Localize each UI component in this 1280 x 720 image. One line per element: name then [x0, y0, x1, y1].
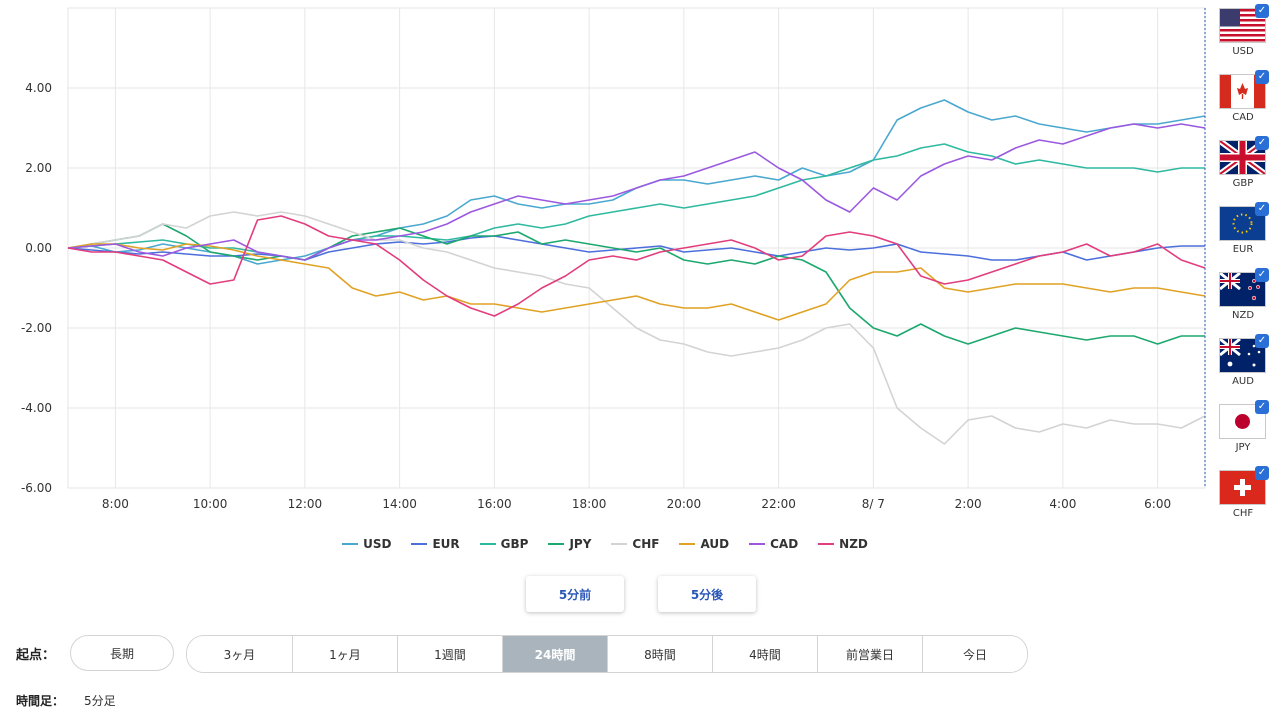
legend-item-nzd[interactable]: NZD — [818, 537, 868, 551]
y-tick-label: 0.00 — [25, 241, 52, 255]
x-tick-label: 4:00 — [1049, 497, 1076, 511]
currency-toggle-nzd[interactable]: ✓ NZD — [1214, 268, 1274, 336]
x-tick-label: 10:00 — [193, 497, 228, 511]
range-button-group: 3ヶ月 1ヶ月 1週間 24時間 8時間 4時間 前営業日 今日 — [186, 635, 1028, 673]
currency-selector: ✓ USD ✓ CAD ✓ GBP ✓ EUR ✓ NZD ✓ AUD ✓ JPY ✓ CHF — [1214, 4, 1274, 534]
y-axis-ticks: 4.00 2.00 0.00 -2.00 -4.00 -6.00 — [21, 81, 52, 495]
legend-label: NZD — [839, 537, 868, 551]
legend-item-aud[interactable]: AUD — [679, 537, 729, 551]
checkbox-checked-icon[interactable]: ✓ — [1255, 202, 1269, 216]
range-button[interactable]: 1ヶ月 — [292, 636, 397, 672]
series-line-jpy — [67, 223, 1205, 345]
legend-item-jpy[interactable]: JPY — [548, 537, 591, 551]
checkbox-checked-icon[interactable]: ✓ — [1255, 70, 1269, 84]
legend-label: EUR — [432, 537, 460, 551]
nz-flag-icon — [1219, 272, 1266, 307]
legend-swatch — [411, 543, 428, 545]
series-line-nzd — [67, 215, 1206, 317]
y-tick-label: 4.00 — [25, 81, 52, 95]
legend-item-cad[interactable]: CAD — [749, 537, 798, 551]
legend-swatch — [818, 543, 835, 545]
checkbox-checked-icon[interactable]: ✓ — [1255, 268, 1269, 282]
legend-item-gbp[interactable]: GBP — [479, 537, 529, 551]
x-tick-label: 16:00 — [477, 497, 512, 511]
legend-item-usd[interactable]: USD — [342, 537, 391, 551]
chart-legend: USD EUR GBP JPY CHF AUD CAD NZD — [0, 537, 1210, 551]
range-button[interactable]: 1週間 — [397, 636, 502, 672]
range-button[interactable]: 前営業日 — [817, 636, 922, 672]
checkbox-checked-icon[interactable]: ✓ — [1255, 466, 1269, 480]
legend-swatch — [749, 543, 766, 545]
series-line-usd — [67, 99, 1206, 265]
currency-label: AUD — [1232, 376, 1254, 387]
currency-label: NZD — [1231, 310, 1255, 321]
currency-label: USD — [1232, 46, 1254, 57]
legend-swatch — [679, 543, 696, 545]
x-axis-ticks: 8:00 10:00 12:00 14:00 16:00 18:00 20:00 22:00 8… — [102, 497, 1171, 511]
legend-label: USD — [363, 537, 392, 551]
currency-toggle-gbp[interactable]: ✓ GBP — [1214, 136, 1274, 204]
legend-swatch — [548, 543, 565, 545]
legend-label: CHF — [632, 537, 660, 551]
x-tick-label: 14:00 — [382, 497, 417, 511]
currency-toggle-chf[interactable]: ✓ CHF — [1214, 466, 1274, 534]
range-button[interactable]: 4時間 — [712, 636, 817, 672]
currency-toggle-usd[interactable]: ✓ USD — [1214, 4, 1274, 72]
currency-label: CAD — [1232, 112, 1254, 123]
timeframe-label: 時間足： — [16, 694, 65, 708]
currency-toggle-jpy[interactable]: ✓ JPY — [1214, 400, 1274, 468]
y-tick-label: -6.00 — [21, 481, 52, 495]
legend-swatch — [479, 543, 496, 545]
legend-item-eur[interactable]: EUR — [411, 537, 460, 551]
currency-toggle-aud[interactable]: ✓ AUD — [1214, 334, 1274, 402]
legend-label: JPY — [569, 537, 592, 551]
origin-label: 起点： — [16, 648, 56, 663]
x-tick-label: 20:00 — [667, 497, 702, 511]
gb-flag-icon — [1219, 140, 1266, 175]
chart-lines — [67, 99, 1206, 445]
series-line-cad — [67, 123, 1206, 261]
x-tick-label: 2:00 — [955, 497, 982, 511]
currency-toggle-eur[interactable]: ✓ EUR — [1214, 202, 1274, 270]
legend-item-chf[interactable]: CHF — [611, 537, 659, 551]
legend-label: AUD — [700, 537, 730, 551]
range-button[interactable]: 今日 — [922, 636, 1027, 672]
legend-label: CAD — [770, 537, 799, 551]
prev-5min-button[interactable]: 5分前 — [526, 576, 624, 612]
legend-swatch — [342, 543, 359, 545]
range-button[interactable]: 8時間 — [607, 636, 712, 672]
checkbox-checked-icon[interactable]: ✓ — [1255, 4, 1269, 18]
y-tick-label: 2.00 — [25, 161, 52, 175]
x-tick-label: 8:00 — [102, 497, 129, 511]
x-tick-label: 22:00 — [761, 497, 796, 511]
checkbox-checked-icon[interactable]: ✓ — [1255, 400, 1269, 414]
legend-label: GBP — [500, 537, 529, 551]
checkbox-checked-icon[interactable]: ✓ — [1255, 334, 1269, 348]
chart: 4.00 2.00 0.00 -2.00 -4.00 -6.00 8:00 10:00 12:… — [21, 7, 1206, 511]
currency-label: GBP — [1232, 178, 1254, 189]
x-tick-label: 18:00 — [572, 497, 607, 511]
eu-flag-icon — [1219, 206, 1266, 241]
currency-label: EUR — [1232, 244, 1254, 255]
timeframe-value: 5分足 — [84, 694, 116, 708]
series-line-chf — [67, 211, 1206, 445]
range-button[interactable]: 3ヶ月 — [187, 636, 292, 672]
x-tick-label: 8/ 7 — [862, 497, 885, 511]
currency-label: JPY — [1235, 442, 1251, 453]
y-tick-label: -4.00 — [21, 401, 52, 415]
x-tick-label: 6:00 — [1144, 497, 1171, 511]
next-5min-button[interactable]: 5分後 — [658, 576, 756, 612]
legend-swatch — [611, 543, 628, 545]
series-line-eur — [67, 235, 1205, 261]
us-flag-icon — [1219, 8, 1266, 43]
range-button[interactable]: 24時間 — [502, 636, 607, 672]
currency-label: CHF — [1232, 508, 1254, 519]
y-tick-label: -2.00 — [21, 321, 52, 335]
series-line-aud — [67, 243, 1206, 321]
x-tick-label: 12:00 — [288, 497, 323, 511]
range-long-button[interactable]: 長期 — [70, 635, 174, 671]
currency-toggle-cad[interactable]: ✓ CAD — [1214, 70, 1274, 138]
checkbox-checked-icon[interactable]: ✓ — [1255, 136, 1269, 150]
